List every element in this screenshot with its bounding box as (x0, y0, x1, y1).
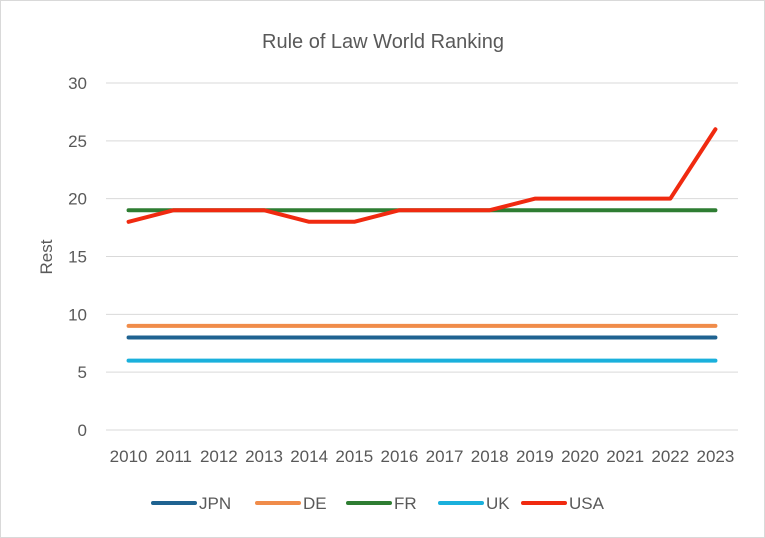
legend-label-de: DE (303, 494, 327, 513)
x-tick-label: 2012 (200, 447, 238, 466)
x-tick-label: 2021 (606, 447, 644, 466)
y-tick-label: 25 (68, 132, 87, 151)
y-axis-label: Rest (37, 239, 56, 274)
x-tick-label: 2019 (516, 447, 554, 466)
x-tick-label: 2023 (697, 447, 735, 466)
series-line-usa (126, 127, 718, 224)
y-tick-label: 30 (68, 74, 87, 93)
y-tick-label: 15 (68, 248, 87, 267)
y-tick-label: 0 (78, 421, 87, 440)
legend-label-jpn: JPN (199, 494, 231, 513)
x-tick-label: 2022 (651, 447, 689, 466)
x-tick-label: 2020 (561, 447, 599, 466)
legend-label-usa: USA (569, 494, 605, 513)
y-tick-label: 5 (78, 363, 87, 382)
legend-label-fr: FR (394, 494, 417, 513)
legend-label-uk: UK (486, 494, 510, 513)
x-tick-label: 2018 (471, 447, 509, 466)
x-tick-label: 2011 (155, 447, 192, 466)
x-tick-label: 2016 (381, 447, 419, 466)
x-tick-label: 2015 (335, 447, 373, 466)
x-tick-label: 2014 (290, 447, 328, 466)
x-tick-label: 2010 (110, 447, 148, 466)
chart-title: Rule of Law World Ranking (262, 31, 504, 53)
x-tick-label: 2017 (426, 447, 464, 466)
y-tick-label: 20 (68, 190, 87, 209)
y-tick-label: 10 (68, 305, 87, 324)
x-tick-label: 2013 (245, 447, 283, 466)
